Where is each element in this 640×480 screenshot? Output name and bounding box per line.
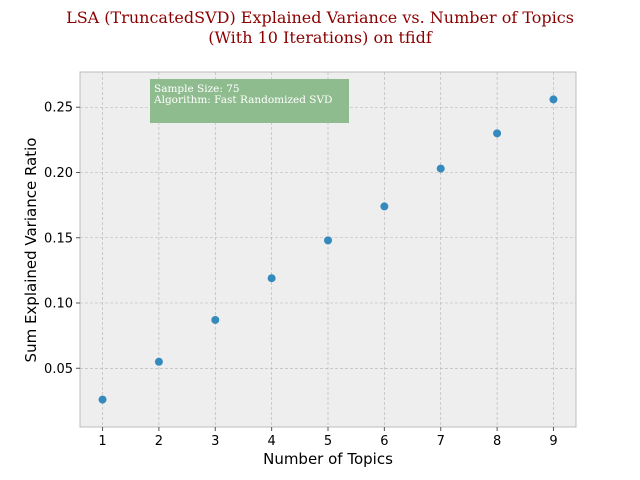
data-point <box>493 129 502 138</box>
data-point <box>211 315 220 324</box>
data-point <box>324 236 332 245</box>
x-tick-label: 8 <box>493 434 501 449</box>
annotation-line-2: Algorithm: Fast Randomized SVD <box>153 94 332 106</box>
data-point <box>267 274 276 283</box>
x-axis-label: Number of Topics <box>263 450 393 468</box>
y-axis-label: Sum Explained Variance Ratio <box>22 138 40 363</box>
data-point <box>98 395 107 404</box>
y-tick-label: 0.20 <box>44 166 73 181</box>
data-point <box>154 357 163 366</box>
chart-title-line-2: (With 10 Iterations) on tfidf <box>208 28 433 47</box>
y-tick-label: 0.25 <box>44 101 73 116</box>
x-tick-label: 6 <box>380 434 388 449</box>
data-point <box>549 95 558 104</box>
data-points <box>98 95 558 404</box>
data-point <box>380 202 389 211</box>
data-point <box>436 164 445 173</box>
x-tick-label: 3 <box>211 434 219 449</box>
y-tick-label: 0.15 <box>44 231 73 246</box>
annotation-background <box>150 79 349 123</box>
x-tick-label: 2 <box>155 434 163 449</box>
x-tick-label: 1 <box>98 434 106 449</box>
x-tick-label: 5 <box>324 434 332 449</box>
x-tick-label: 7 <box>437 434 445 449</box>
chart-title-line-1: LSA (TruncatedSVD) Explained Variance vs… <box>66 8 574 27</box>
y-tick-label: 0.05 <box>44 362 73 377</box>
x-tick-label: 9 <box>549 434 557 449</box>
x-tick-label: 4 <box>267 434 275 449</box>
annotation-box: Sample Size: 75 Algorithm: Fast Randomiz… <box>150 79 349 123</box>
y-tick-label: 0.10 <box>44 297 73 312</box>
annotation-line-1: Sample Size: 75 <box>154 83 240 95</box>
tick-labels: 1 2 3 4 5 6 7 8 9 0.05 0.10 0.15 0.20 0.25 <box>44 101 558 449</box>
